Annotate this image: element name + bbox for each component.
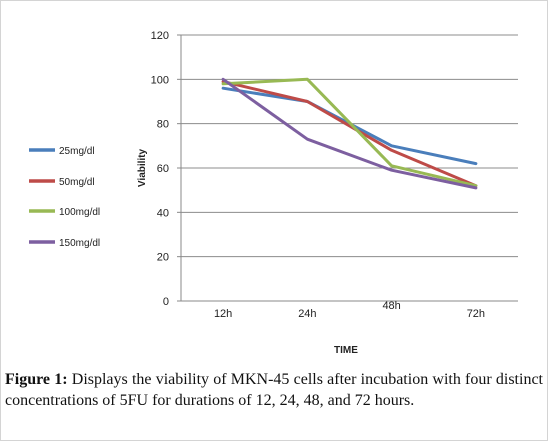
x-tick-label: 72h	[467, 308, 485, 320]
caption-text: Displays the viability of MKN-45 cells a…	[5, 371, 543, 409]
legend: 25mg/dl 50mg/dl 100mg/dl 150mg/dl	[29, 146, 100, 249]
y-tick-label: 0	[163, 296, 169, 308]
caption-label: Figure 1:	[5, 371, 68, 388]
x-tick-label: 12h	[214, 308, 232, 320]
series-line-4	[221, 77, 478, 190]
series-lines	[221, 77, 478, 190]
series-line-3	[221, 77, 478, 188]
legend-label: 150mg/dl	[59, 238, 100, 249]
y-tick-label: 120	[151, 30, 169, 42]
y-tick-label: 100	[151, 74, 169, 86]
legend-label: 25mg/dl	[59, 146, 95, 157]
legend-label: 100mg/dl	[59, 207, 100, 218]
x-tick-labels: 12h 24h 48h 72h	[214, 300, 485, 320]
y-tick-label: 40	[157, 207, 169, 219]
y-tick-label: 20	[157, 252, 169, 264]
figure-caption: Figure 1: Displays the viability of MKN-…	[5, 369, 543, 411]
y-tick-label: 60	[157, 163, 169, 175]
gridlines	[181, 34, 518, 258]
x-tick-label: 48h	[382, 300, 400, 312]
x-tick-label: 24h	[298, 308, 316, 320]
viability-line-chart: 0 20 40 60 80 100 120 12h 24h 48h 72h 25mg/dl 50mg…	[29, 30, 518, 356]
series-line-2	[221, 80, 478, 188]
y-tick-label: 80	[157, 119, 169, 131]
y-tick-labels: 0 20 40 60 80 100 120	[151, 30, 181, 308]
y-axis-title: Viability	[137, 148, 148, 187]
legend-label: 50mg/dl	[59, 177, 95, 188]
x-axis-title: TIME	[334, 345, 358, 356]
